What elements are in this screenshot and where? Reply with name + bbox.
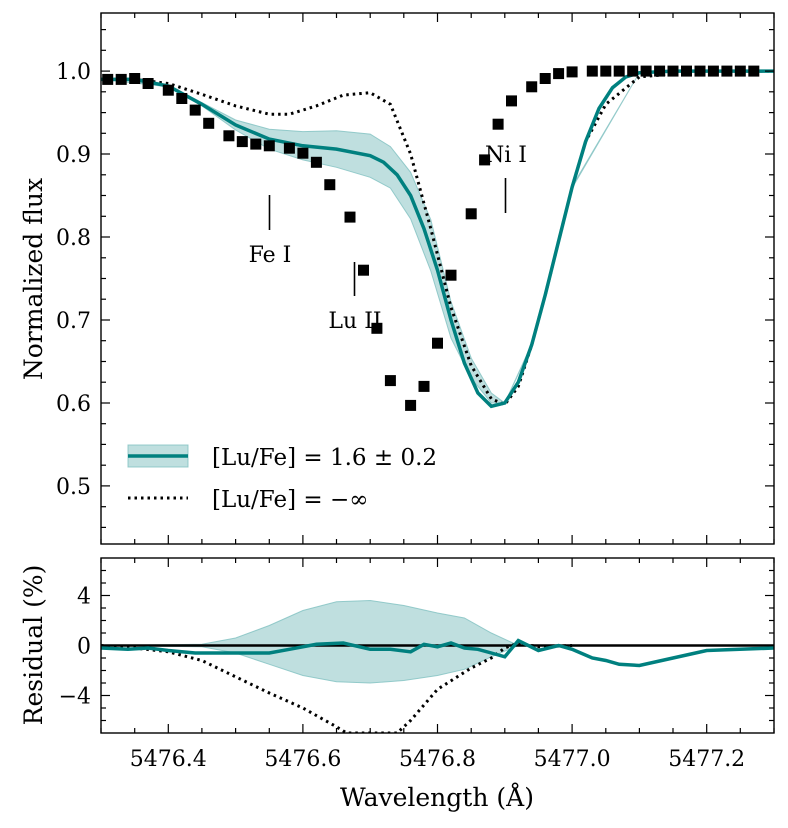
- observed-point: [465, 208, 477, 220]
- observed-point: [115, 73, 127, 85]
- y-tick-label: 0.5: [56, 475, 91, 500]
- observed-point: [297, 147, 309, 159]
- x-tick-label: 5476.8: [399, 747, 476, 772]
- observed-point: [189, 104, 201, 116]
- flux-panel-frame: [100, 12, 775, 545]
- observed-point: [129, 73, 141, 84]
- legend-nolu-label: [Lu/Fe] = −∞: [212, 487, 368, 513]
- observed-point: [250, 138, 262, 150]
- flux-panel: Fe I Lu II Ni I [Lu/Fe] = 1.6 ± 0.2 [Lu/…: [19, 12, 775, 545]
- observed-point: [721, 65, 733, 77]
- observed-point: [223, 130, 235, 142]
- y-tick-label: −4: [59, 685, 91, 710]
- observed-point: [384, 375, 396, 387]
- best-fit-model-line: [101, 69, 774, 409]
- best-fit-residual-line: [101, 638, 774, 668]
- observed-point: [553, 68, 565, 80]
- y-tick-label: 0.9: [56, 143, 91, 168]
- observed-point: [418, 380, 430, 392]
- observed-point: [654, 65, 666, 77]
- ni-label: Ni I: [485, 143, 527, 168]
- y-tick-label: 4: [77, 585, 91, 610]
- observed-point: [707, 65, 719, 77]
- no-lutetium-model-line: [101, 69, 774, 407]
- residual-uncertainty-band: [101, 599, 774, 684]
- observed-point: [526, 81, 538, 93]
- observed-point: [283, 142, 295, 154]
- x-tick-label: 5477.0: [534, 747, 611, 772]
- observed-point: [681, 65, 692, 77]
- observed-point: [324, 179, 336, 191]
- legend-model-label: [Lu/Fe] = 1.6 ± 0.2: [212, 445, 437, 471]
- x-tick-label: 5476.4: [130, 747, 207, 772]
- observed-point: [667, 65, 679, 77]
- observed-point: [371, 322, 383, 334]
- observed-point: [734, 65, 746, 77]
- observed-point: [600, 65, 612, 77]
- observed-point: [263, 140, 275, 152]
- observed-point: [310, 156, 322, 168]
- no-lutetium-residual-line: [101, 641, 573, 733]
- observed-point: [203, 117, 215, 129]
- observed-point: [627, 65, 639, 77]
- observed-point: [432, 337, 443, 349]
- observed-point: [405, 399, 417, 411]
- observed-point: [566, 66, 578, 78]
- residual-axis-ticks: 5476.4 5476.6 5476.8 5477.0 5477.2 −4 0 4: [59, 558, 775, 772]
- observed-point: [539, 73, 551, 84]
- y-tick-label: 0.8: [56, 226, 91, 251]
- observed-point: [162, 84, 174, 96]
- observed-point: [506, 95, 517, 107]
- abundance-uncertainty-band: [101, 70, 774, 404]
- observed-point: [492, 118, 504, 130]
- wavelength-axis-title: Wavelength (Å): [340, 782, 534, 812]
- line-identifications: Fe I Lu II Ni I: [249, 143, 527, 334]
- observed-point: [613, 65, 625, 77]
- y-tick-label: 0: [77, 635, 91, 660]
- observed-point: [344, 211, 356, 223]
- observed-point: [102, 73, 114, 85]
- residual-axis-title: Residual (%): [19, 565, 48, 726]
- y-tick-label: 0.7: [56, 309, 91, 334]
- observed-point: [358, 264, 369, 276]
- fe-label: Fe I: [249, 243, 292, 268]
- residual-panel-frame: [100, 557, 775, 734]
- x-tick-label: 5476.6: [264, 747, 341, 772]
- observed-point: [142, 78, 154, 89]
- lu-label: Lu II: [328, 309, 381, 334]
- observed-point: [694, 65, 706, 77]
- observed-points: [102, 65, 760, 411]
- observed-point: [479, 154, 491, 166]
- observed-point: [748, 65, 760, 77]
- flux-axis-ticks: 0.5 0.6 0.7 0.8 0.9 1.0: [56, 13, 775, 544]
- observed-point: [586, 65, 598, 77]
- observed-point: [236, 136, 248, 148]
- legend: [Lu/Fe] = 1.6 ± 0.2 [Lu/Fe] = −∞: [127, 444, 437, 513]
- residual-panel: 5476.4 5476.6 5476.8 5477.0 5477.2 −4 0 4 Resid…: [19, 557, 775, 812]
- x-tick-label: 5477.2: [668, 747, 745, 772]
- observed-point: [445, 269, 457, 281]
- flux-axis-title: Normalized flux: [19, 178, 48, 380]
- y-tick-label: 1.0: [56, 60, 91, 85]
- observed-point: [640, 65, 652, 77]
- y-tick-label: 0.6: [56, 392, 91, 417]
- observed-point: [176, 93, 188, 104]
